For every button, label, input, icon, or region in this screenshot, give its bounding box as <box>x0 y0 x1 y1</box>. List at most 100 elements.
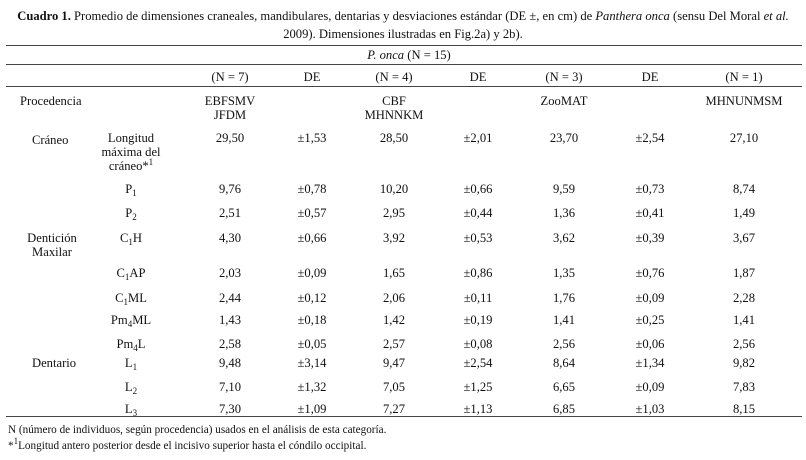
table-cell: ±3,14 <box>297 356 327 370</box>
measure-base: C <box>119 231 129 245</box>
caption-text-c: 2009). Dimensiones ilustradas en Fig.2a)… <box>283 27 523 41</box>
measure-base: C <box>115 291 124 305</box>
table-cell: ±0,25 <box>635 313 665 327</box>
procedencia-line: MHNNKM <box>364 108 424 122</box>
table-cell: 9,59 <box>552 182 576 196</box>
measure-suffix: H <box>132 231 143 245</box>
table-cell: 10,20 <box>379 182 409 196</box>
measure-base: L <box>124 356 133 370</box>
table-cell: ±0,08 <box>463 337 493 351</box>
table-cell: 6,85 <box>552 402 576 416</box>
group-denticion-maxilar: Dentición Maxilar <box>27 231 77 259</box>
measure-subscript: 1 <box>132 188 137 198</box>
table-cell: ±0,78 <box>297 182 327 196</box>
table-cell: 1,43 <box>218 313 242 327</box>
table-cell: 2,06 <box>382 291 406 305</box>
procedencia-line: EBFSMV <box>204 94 256 108</box>
column-header-n1: (N = 1) <box>725 70 763 84</box>
table-cell: 28,50 <box>379 131 409 145</box>
table-cell: ±1,53 <box>297 131 327 145</box>
table-cell: 1,41 <box>732 313 756 327</box>
column-header-n4: (N = 4) <box>375 70 413 84</box>
craneo-label-line: Longitud <box>107 131 155 145</box>
table-cell: 2,44 <box>218 291 242 305</box>
table-cell: ±0,09 <box>297 266 327 280</box>
table-cell: ±1,03 <box>635 402 665 416</box>
table-cell: ±1,13 <box>463 402 493 416</box>
table-cell: 2,56 <box>732 337 756 351</box>
measure-base: Pm <box>110 313 128 327</box>
table-cell: ±1,34 <box>635 356 665 370</box>
measure-suffix: ML <box>132 313 152 327</box>
measure-suffix: AP <box>129 266 146 280</box>
table-cell: 1,35 <box>552 266 576 280</box>
measure-label: C1H <box>119 231 143 247</box>
table-cell: ±0,86 <box>463 266 493 280</box>
table-cell: ±0,76 <box>635 266 665 280</box>
group-label-line: Dentición <box>27 231 77 245</box>
column-header-n3: (N = 3) <box>545 70 583 84</box>
table-cell: 1,36 <box>552 206 576 220</box>
table-cell: 3,67 <box>732 231 756 245</box>
table-cell: 2,95 <box>382 206 406 220</box>
table-cell: ±0,09 <box>635 291 665 305</box>
caption-text-b: (sensu Del Moral <box>669 9 764 23</box>
table-cell: ±0,09 <box>635 380 665 394</box>
measure-base: L <box>124 380 133 394</box>
measure-label: Pm4ML <box>110 313 152 329</box>
procedencia-cbf: CBF MHNNKM <box>365 94 424 122</box>
procedencia-label: Procedencia <box>20 94 82 108</box>
table-cell: ±0,12 <box>297 291 327 305</box>
table-cell: ±0,53 <box>463 231 493 245</box>
table-cell: 2,58 <box>218 337 242 351</box>
measure-suffix: ML <box>128 291 147 305</box>
table-cell: ±0,41 <box>635 206 665 220</box>
group-header: P. onca (N = 15) <box>367 48 450 62</box>
measure-label: P2 <box>125 206 137 222</box>
column-header-de3: DE <box>641 70 659 84</box>
table-cell: 2,03 <box>218 266 242 280</box>
group-header-count: (N = 15) <box>404 48 451 62</box>
table-cell: 8,64 <box>552 356 576 370</box>
measure-label: Pm4L <box>116 337 146 353</box>
table-cell: ±0,66 <box>297 231 327 245</box>
table-caption: Cuadro 1. Promedio de dimensiones cranea… <box>8 7 798 43</box>
craneo-label-note: 1 <box>148 157 154 167</box>
table-cell: ±0,57 <box>297 206 327 220</box>
measure-label: C1ML <box>115 291 147 307</box>
table-cell: 2,51 <box>218 206 242 220</box>
measure-base: P <box>125 206 133 220</box>
measure-base: P <box>125 182 133 196</box>
table-cell: 8,15 <box>732 402 756 416</box>
rule-group <box>6 64 802 65</box>
group-craneo: Cráneo <box>32 133 69 147</box>
table-cell: 7,30 <box>218 402 242 416</box>
measure-base: Pm <box>116 337 134 351</box>
group-dentario: Dentario <box>32 356 77 370</box>
measure-suffix: L <box>137 337 146 351</box>
table-cell: ±1,09 <box>297 402 327 416</box>
measure-label: C1AP <box>116 266 146 282</box>
column-header-de2: DE <box>469 70 487 84</box>
footnote-star-mark: * <box>8 440 14 452</box>
table-cell: 9,47 <box>382 356 406 370</box>
procedencia-zoomat: ZooMAT <box>540 94 588 108</box>
table-cell: 3,62 <box>552 231 576 245</box>
table-cell: 1,76 <box>552 291 576 305</box>
measure-base: L <box>124 402 133 416</box>
table-cell: 2,28 <box>732 291 756 305</box>
footnote-star-sup: 1 <box>13 436 19 446</box>
rule-header <box>6 86 802 87</box>
table-cell: 9,82 <box>732 356 756 370</box>
table-cell: 1,65 <box>382 266 406 280</box>
table-cell: 2,56 <box>552 337 576 351</box>
table-cell: 1,42 <box>382 313 406 327</box>
footnote-star-text: Longitud antero posterior desde el incis… <box>18 440 367 452</box>
table-cell: 9,48 <box>218 356 242 370</box>
group-header-species: P. onca <box>367 48 405 62</box>
measure-subscript: 1 <box>123 297 129 307</box>
table-cell: 8,74 <box>732 182 756 196</box>
group-label-line: Maxilar <box>32 245 72 259</box>
table-cell: 1,87 <box>732 266 756 280</box>
procedencia-ebfsmv: EBFSMV JFDM <box>205 94 255 122</box>
